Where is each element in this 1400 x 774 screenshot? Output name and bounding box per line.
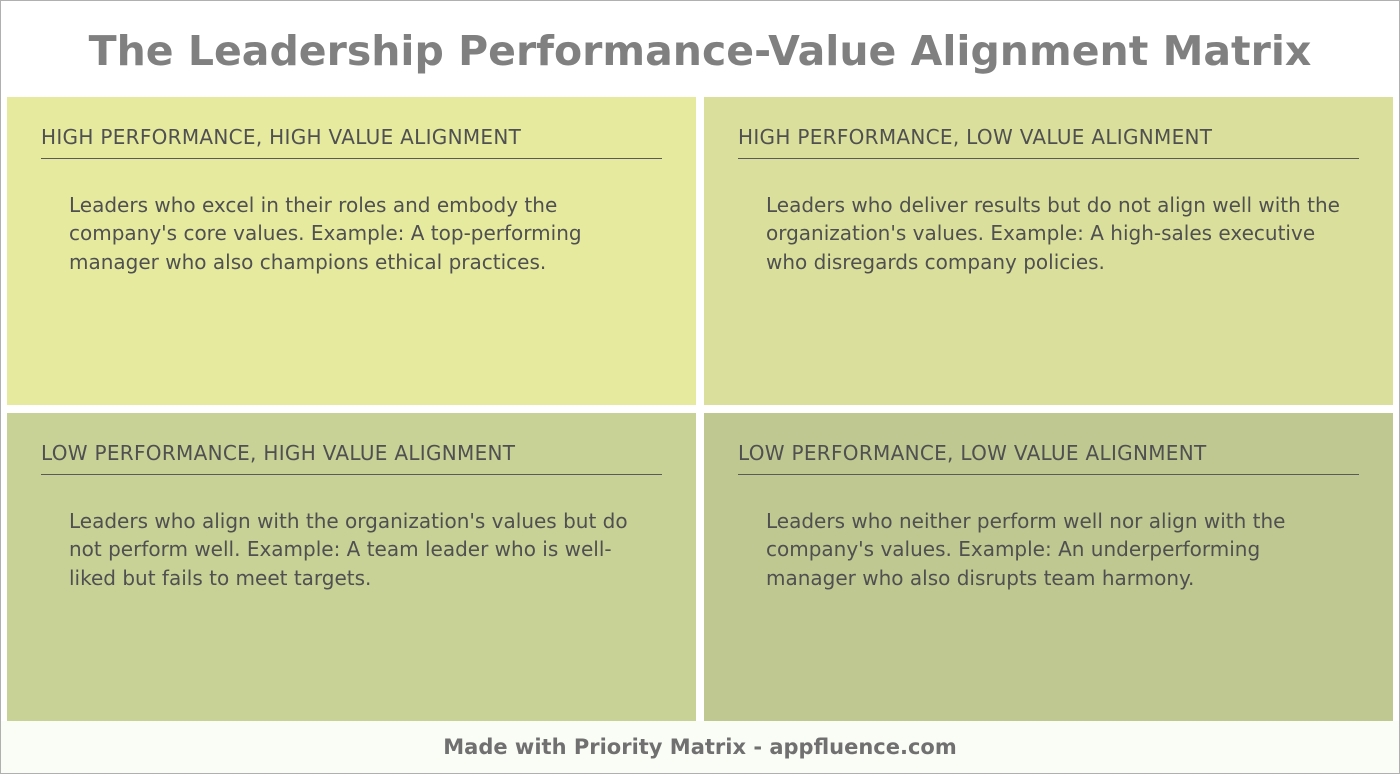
footer-credit: Made with Priority Matrix - appfluence.c…	[1, 721, 1399, 773]
quadrant-top-left: HIGH PERFORMANCE, HIGH VALUE ALIGNMENT L…	[7, 97, 696, 405]
quadrant-header: LOW PERFORMANCE, LOW VALUE ALIGNMENT	[738, 441, 1359, 475]
quadrant-header: HIGH PERFORMANCE, LOW VALUE ALIGNMENT	[738, 125, 1359, 159]
quadrant-header: LOW PERFORMANCE, HIGH VALUE ALIGNMENT	[41, 441, 662, 475]
quadrant-body: Leaders who neither perform well nor ali…	[738, 507, 1359, 592]
quadrant-bottom-right: LOW PERFORMANCE, LOW VALUE ALIGNMENT Lea…	[704, 413, 1393, 721]
matrix-grid: HIGH PERFORMANCE, HIGH VALUE ALIGNMENT L…	[1, 97, 1399, 721]
matrix-frame: The Leadership Performance-Value Alignme…	[0, 0, 1400, 774]
quadrant-top-right: HIGH PERFORMANCE, LOW VALUE ALIGNMENT Le…	[704, 97, 1393, 405]
page-title-container: The Leadership Performance-Value Alignme…	[1, 1, 1399, 97]
quadrant-body: Leaders who align with the organization'…	[41, 507, 662, 592]
quadrant-header: HIGH PERFORMANCE, HIGH VALUE ALIGNMENT	[41, 125, 662, 159]
page-title: The Leadership Performance-Value Alignme…	[21, 27, 1379, 75]
quadrant-body: Leaders who excel in their roles and emb…	[41, 191, 662, 276]
quadrant-body: Leaders who deliver results but do not a…	[738, 191, 1359, 276]
quadrant-bottom-left: LOW PERFORMANCE, HIGH VALUE ALIGNMENT Le…	[7, 413, 696, 721]
